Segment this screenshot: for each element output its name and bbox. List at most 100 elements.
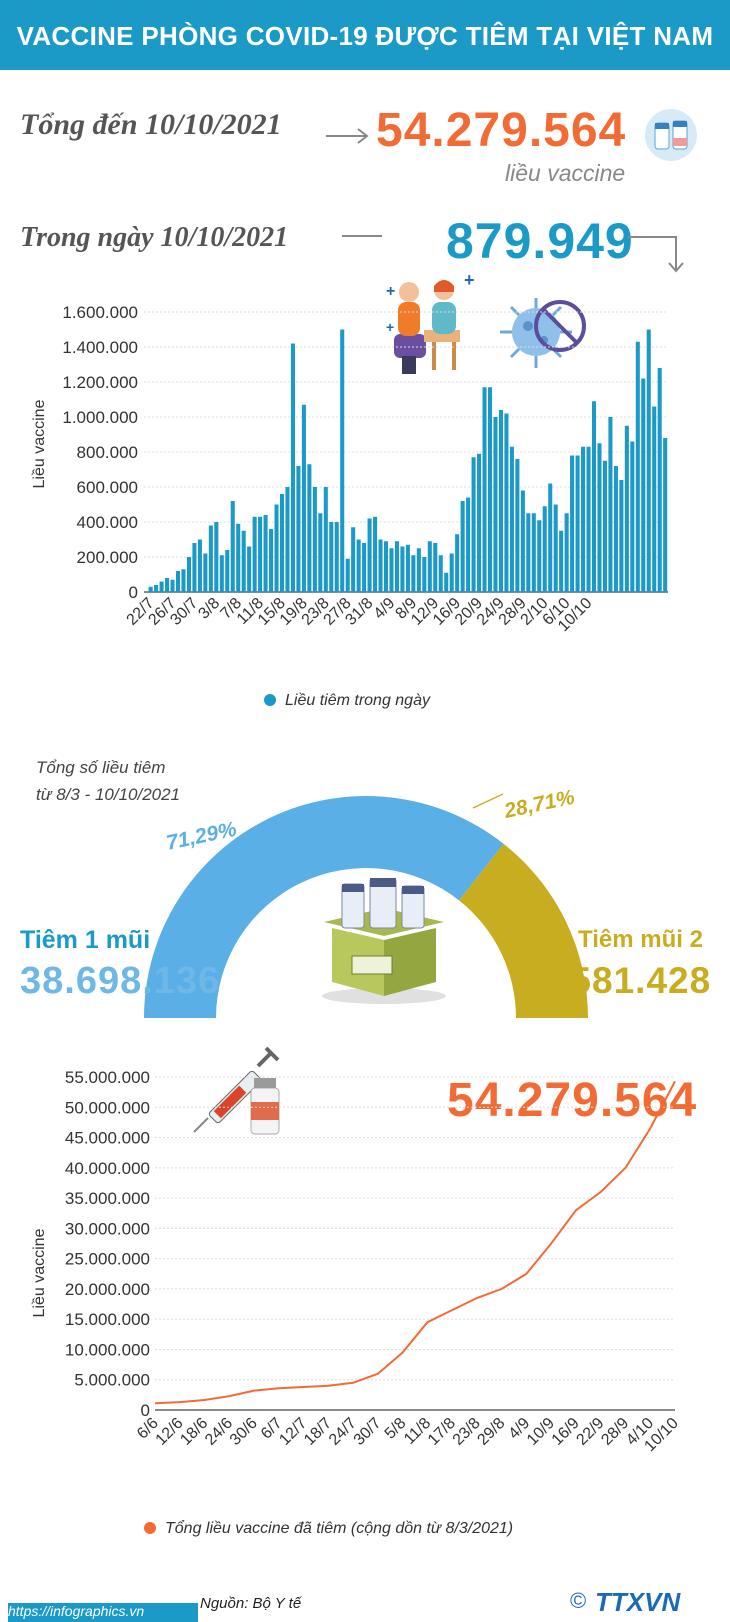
line-x-tick-label: 29/8 — [474, 1415, 508, 1449]
bar — [657, 368, 662, 592]
footer-url[interactable]: https://infographics.vn — [8, 1603, 145, 1619]
svg-text:+: + — [386, 319, 394, 335]
bar — [564, 513, 569, 592]
page-title: VACCINE PHÒNG COVID-19 ĐƯỢC TIÊM TẠI VIỆ… — [16, 21, 714, 51]
footer-source: Nguồn: Bộ Y tế — [200, 1595, 302, 1612]
bar — [345, 558, 350, 592]
bar — [296, 466, 301, 592]
bar — [290, 343, 295, 592]
bar — [367, 518, 372, 592]
bar — [258, 516, 263, 592]
bar — [613, 466, 618, 592]
bar — [575, 455, 580, 592]
dose2-value: 15.581.428 — [516, 960, 712, 1001]
bar — [159, 581, 164, 592]
line-y-tick-label: 20.000.000 — [65, 1280, 150, 1299]
line-y-tick-label: 45.000.000 — [65, 1129, 150, 1148]
vaccine-vials-icon — [645, 109, 697, 161]
line-legend: Tổng liều vaccine đã tiêm (cộng dồn từ 8… — [144, 1520, 513, 1538]
bar-y-tick-label: 200.000 — [77, 548, 138, 567]
bar — [312, 487, 317, 592]
bar — [548, 483, 553, 592]
cumulative-line — [154, 1080, 676, 1405]
line-x-tick-label: 30/6 — [227, 1415, 261, 1449]
bar — [170, 579, 175, 592]
bar — [460, 501, 465, 592]
bar — [175, 571, 181, 592]
bar — [373, 516, 378, 592]
bar — [493, 417, 498, 592]
syringe-icon — [193, 1046, 280, 1133]
total-unit: liều vaccine — [505, 160, 626, 186]
bar — [411, 555, 416, 592]
bar-legend-marker — [264, 694, 276, 706]
bar — [356, 539, 361, 592]
arrow-right-icon — [326, 128, 369, 144]
bar — [230, 501, 235, 592]
footer-url-bar: https://infographics.vn — [8, 1603, 198, 1622]
dose2-label: Tiêm mũi 2 — [578, 926, 703, 953]
bar — [438, 555, 443, 592]
bar — [301, 404, 306, 592]
arrow-down-icon — [628, 236, 684, 273]
cumulative-line-chart: 0 5.000.000 10.000.000 15.000.000 20.000.000… — [31, 1068, 682, 1455]
bar — [504, 413, 509, 592]
bar — [581, 446, 586, 592]
line-y-tick-label: 15.000.000 — [65, 1310, 150, 1329]
bar — [509, 446, 514, 592]
bar-legend: Liều tiêm trong ngày — [264, 692, 430, 710]
bar — [362, 543, 367, 592]
bar — [219, 555, 224, 592]
vaccination-illustration: + + + — [386, 272, 475, 374]
bar — [186, 557, 191, 592]
bar-y-tick-label: 800.000 — [77, 443, 138, 462]
bar — [203, 553, 208, 592]
line-legend-marker — [144, 1522, 156, 1534]
bar — [646, 329, 651, 592]
bar — [635, 341, 640, 592]
pie-caption-line2: từ 8/3 - 10/10/2021 — [36, 785, 181, 804]
bar — [498, 410, 503, 592]
bar — [285, 487, 290, 592]
bar — [269, 529, 274, 592]
line-y-tick-label: 40.000.000 — [65, 1159, 150, 1178]
bar — [515, 459, 520, 592]
bar — [383, 541, 389, 592]
bar-y-tick-label: 1.200.000 — [62, 373, 138, 392]
bar — [553, 504, 558, 592]
bar — [570, 455, 575, 592]
line-y-tick-label: 0 — [141, 1401, 150, 1420]
line-y-tick-label: 5.000.000 — [74, 1371, 150, 1390]
bar — [591, 401, 597, 592]
dash-line — [342, 235, 382, 237]
bar — [597, 443, 602, 592]
bar — [608, 417, 613, 592]
dose1-arc — [144, 796, 504, 1018]
bar — [400, 546, 405, 592]
bar — [197, 539, 202, 592]
line-y-tick-label: 35.000.000 — [65, 1189, 150, 1208]
bar — [455, 534, 460, 592]
bar — [263, 515, 268, 592]
bar — [165, 578, 170, 592]
bar-legend-label: Liều tiêm trong ngày — [285, 692, 430, 709]
bar — [537, 520, 542, 592]
bar-y-tick-label: 1.600.000 — [62, 303, 138, 322]
bar — [531, 513, 536, 592]
no-virus-icon — [500, 298, 586, 368]
footer-logo: TTXVN — [595, 1587, 681, 1617]
line-y-axis-label: Liều vaccine — [31, 1228, 48, 1317]
bar — [389, 548, 394, 592]
bar — [307, 464, 312, 592]
total-value: 54.279.564 — [376, 104, 627, 157]
bar — [334, 522, 339, 592]
pie-caption-line1: Tổng số liều tiêm — [36, 758, 166, 777]
bar — [542, 506, 547, 592]
bar — [214, 522, 219, 592]
copyright-icon: © — [570, 1588, 587, 1613]
pie-caption: Tổng số liều tiêm từ 8/3 - 10/10/2021 — [36, 754, 256, 808]
bar — [520, 490, 525, 592]
line-y-tick-label: 10.000.000 — [65, 1340, 150, 1359]
bar — [323, 487, 328, 592]
vaccine-box-illustration — [322, 878, 446, 1004]
